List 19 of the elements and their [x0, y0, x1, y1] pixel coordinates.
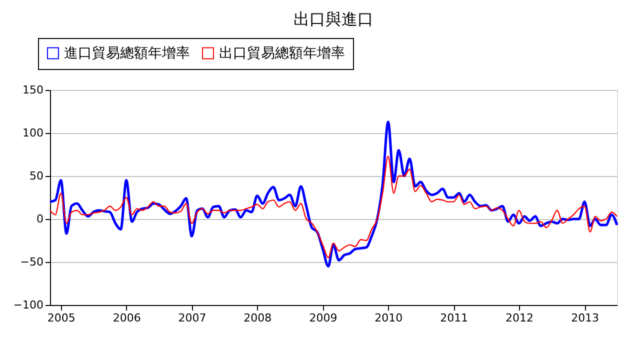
x-tick-label: 2006 [112, 312, 141, 324]
x-tick-label: 2012 [505, 312, 534, 324]
x-tick-label: 2009 [309, 312, 338, 324]
chart-title: 出口與進口 [294, 10, 374, 28]
line-series [49, 156, 618, 258]
y-tick-label: 150 [22, 84, 44, 96]
x-tick-label: 2010 [374, 312, 403, 324]
x-tick-label: 2005 [47, 312, 76, 324]
y-tick-label: −100 [13, 298, 44, 312]
legend-label: 進口貿易總額年增率 [64, 45, 190, 62]
y-tick-label: 0 [36, 212, 44, 226]
x-tick-label: 2013 [571, 312, 600, 324]
y-tick-label: −50 [20, 256, 44, 268]
legend-label: 出口貿易總額年增率 [219, 45, 345, 62]
x-tick-label: 2008 [244, 312, 272, 324]
y-tick-label: 100 [22, 126, 44, 140]
y-tick-label: 50 [30, 170, 44, 182]
x-tick-label: 2011 [440, 312, 468, 324]
x-tick-label: 2007 [178, 312, 206, 324]
